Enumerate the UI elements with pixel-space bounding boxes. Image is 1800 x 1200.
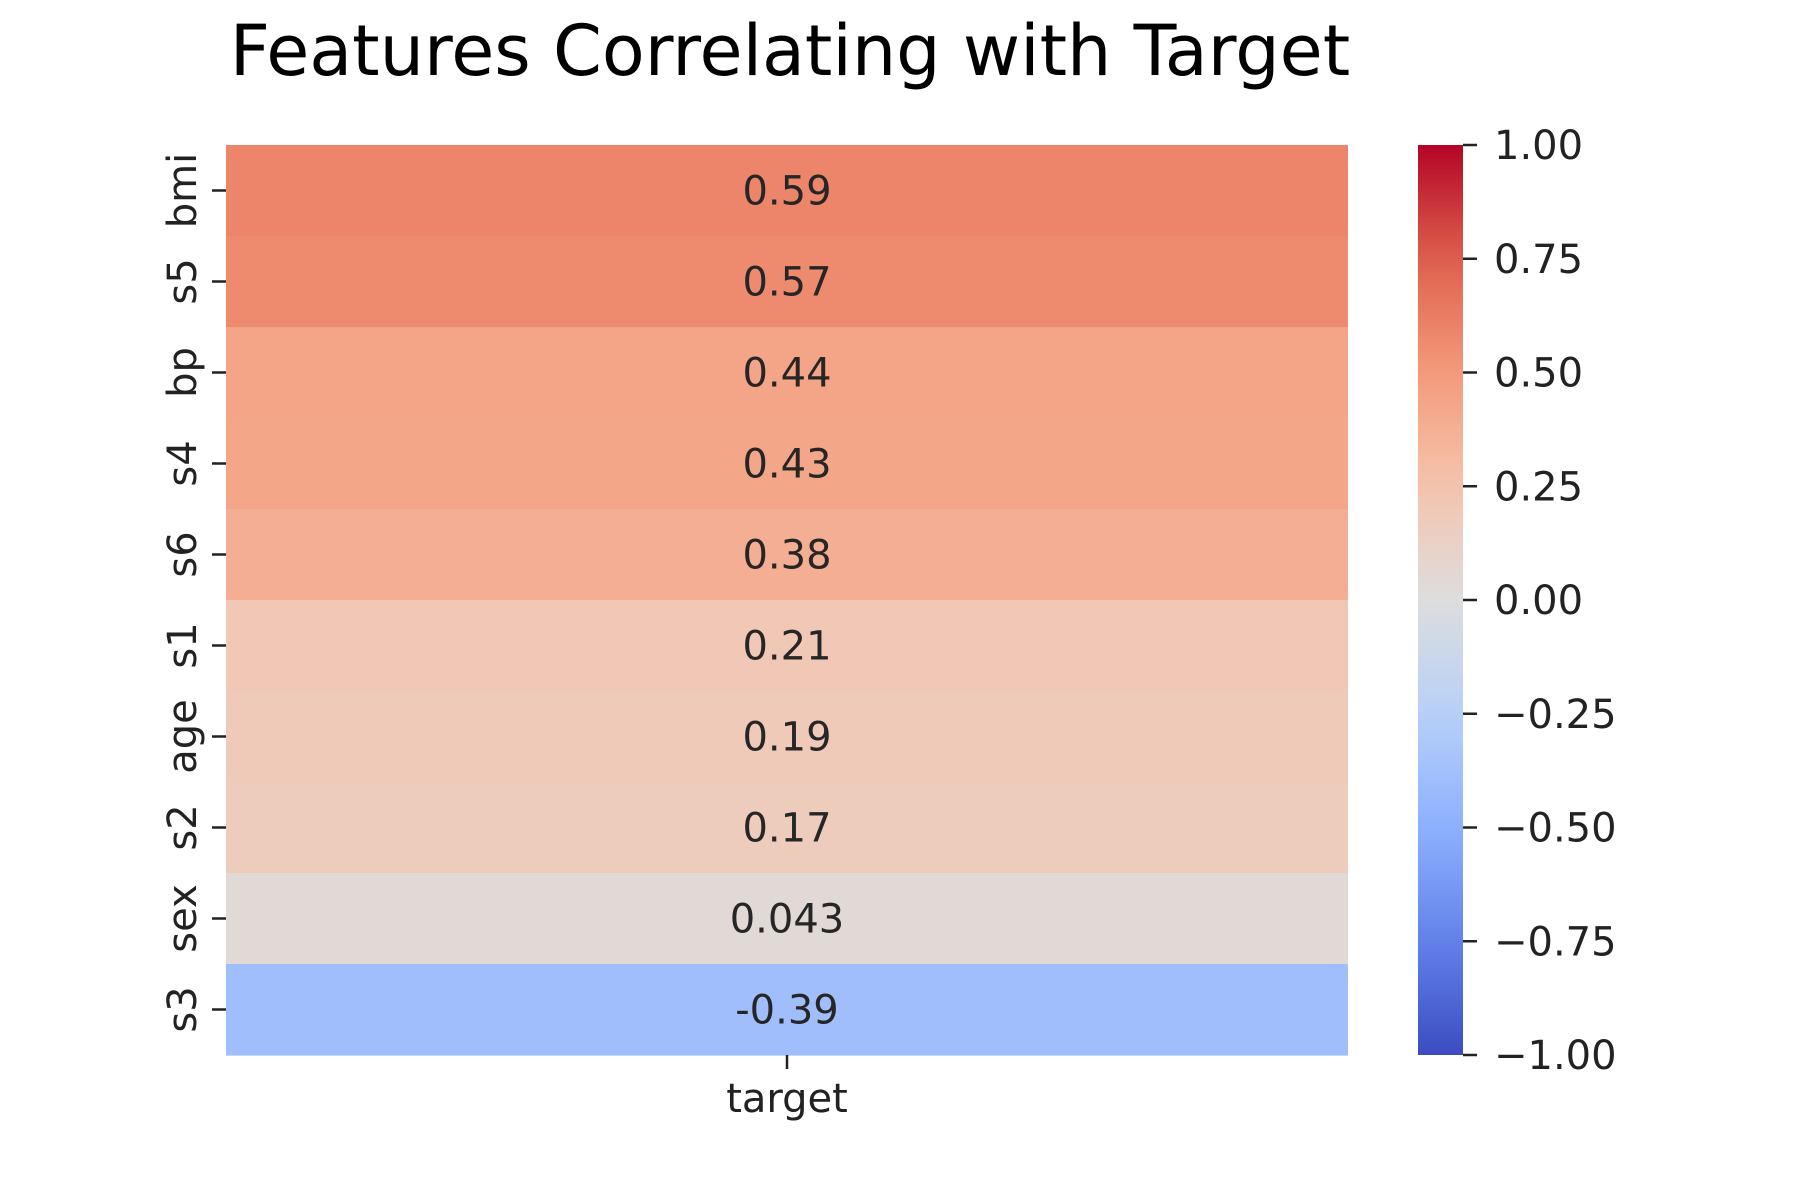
cell-value-label: 0.043 <box>730 897 845 943</box>
colorbar-tick-label: −0.50 <box>1494 806 1617 852</box>
y-tick-label: bmi <box>160 153 206 228</box>
y-axis: bmi s5 bp s4 s6 s1 age s2 sex s3 <box>160 153 226 1033</box>
y-tick-label: s3 <box>160 986 206 1032</box>
cell-value-label: 0.57 <box>742 260 831 306</box>
heatmap-cell-bp <box>226 327 1348 419</box>
heatmap-cells: 0.59 0.57 0.44 0.43 0.38 0.21 0.19 0.17 0.043 -0.… <box>226 145 1348 1056</box>
cell-value-label: 0.43 <box>742 442 831 488</box>
cell-value-label: 0.19 <box>742 715 831 761</box>
heatmap-cell-s6 <box>226 509 1348 601</box>
y-tick-label: s2 <box>160 804 206 850</box>
y-tick-label: s5 <box>160 258 206 304</box>
heatmap-cell-age <box>226 691 1348 783</box>
y-tick-label: bp <box>160 347 206 398</box>
cell-value-label: 0.21 <box>742 624 831 670</box>
cell-value-label: 0.59 <box>742 169 831 215</box>
colorbar: 1.00 0.75 0.50 0.25 0.00 −0.25 −0.50 −0.75 −1.00 <box>1418 123 1617 1079</box>
heatmap-cell-s2 <box>226 782 1348 874</box>
colorbar-tick-label: 0.50 <box>1494 351 1583 397</box>
cell-value-label: -0.39 <box>735 988 839 1034</box>
chart-title: Features Correlating with Target <box>230 10 1350 92</box>
heatmap-cell-s3 <box>226 964 1348 1056</box>
y-tick-label: s6 <box>160 531 206 577</box>
colorbar-tick-label: −0.25 <box>1494 692 1617 738</box>
heatmap-cell-s4 <box>226 418 1348 510</box>
heatmap-cell-sex <box>226 873 1348 965</box>
colorbar-tick-label: −1.00 <box>1494 1033 1617 1079</box>
y-tick-label: sex <box>160 884 206 952</box>
cell-value-label: 0.17 <box>742 806 831 852</box>
cell-value-label: 0.44 <box>742 351 831 397</box>
heatmap-cell-s1 <box>226 600 1348 692</box>
colorbar-tick-label: 0.75 <box>1494 237 1583 283</box>
colorbar-tick-label: −0.75 <box>1494 919 1617 965</box>
colorbar-tick-label: 1.00 <box>1494 123 1583 169</box>
x-tick-label: target <box>726 1076 848 1122</box>
colorbar-tick-label: 0.00 <box>1494 578 1583 624</box>
colorbar-tick-label: 0.25 <box>1494 464 1583 510</box>
y-tick-label: age <box>160 699 206 774</box>
heatmap-cell-s5 <box>226 236 1348 328</box>
y-tick-label: s1 <box>160 622 206 668</box>
x-axis: target <box>726 1055 848 1122</box>
cell-value-label: 0.38 <box>742 533 831 579</box>
colorbar-gradient <box>1418 145 1463 1055</box>
heatmap-cell-bmi <box>226 145 1348 237</box>
y-tick-label: s4 <box>160 440 206 486</box>
